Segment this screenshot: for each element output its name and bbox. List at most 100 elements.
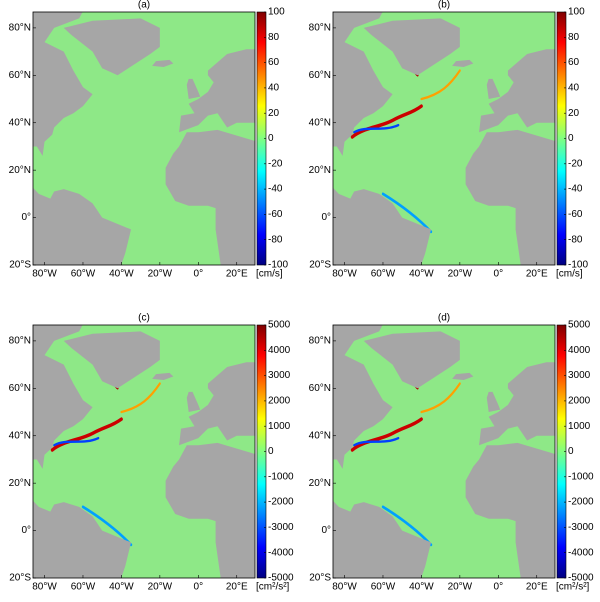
panel-label: (d) (438, 313, 450, 324)
lat-label: 20°S (9, 260, 31, 271)
colorbar-label: 0 (268, 133, 274, 144)
lon-label: 80°W (332, 269, 357, 280)
colorbar-label: -80 (268, 234, 283, 245)
colorbar-label: 3000 (268, 370, 291, 381)
panel-label: (b) (438, 0, 450, 11)
lat-label: 20°N (9, 165, 31, 176)
colorbar-label: -20 (568, 158, 583, 169)
colorbar-label: -60 (268, 209, 283, 220)
lon-label: 40°W (109, 582, 134, 593)
colorbar-label: -2000 (268, 497, 294, 508)
colorbar-label: 1000 (568, 421, 591, 432)
lat-label: 20°N (309, 165, 331, 176)
map-frame (332, 324, 556, 579)
colorbar-label: -1000 (268, 471, 294, 482)
lat-label: 40°N (309, 430, 331, 441)
colorbar-label: -60 (568, 209, 583, 220)
colorbar-label: 5000 (268, 320, 291, 331)
colorbar-label: 60 (568, 57, 580, 68)
lon-label: 80°W (32, 582, 57, 593)
lon-label: 60°W (371, 582, 396, 593)
lat-label: 20°S (9, 573, 31, 584)
lat-label: 80°N (9, 23, 31, 34)
colorbar-label: 2000 (268, 396, 291, 407)
lon-label: 20°W (448, 582, 473, 593)
lon-label: 0° (194, 269, 204, 280)
panel: (b) 80°N 60°N 40°N 20°N 0° 20°S80°W 60°W 40°W 20°… (309, 0, 589, 280)
lat-label: 60°N (9, 70, 31, 81)
colorbar-label: 0 (568, 446, 574, 457)
colorbar-label: 0 (568, 133, 574, 144)
lat-label: 0° (21, 525, 31, 536)
lon-label: 0° (494, 269, 504, 280)
map (33, 325, 255, 578)
colorbar-label: -20 (268, 158, 283, 169)
lat-label: 40°N (309, 117, 331, 128)
lat-label: 80°N (309, 23, 331, 34)
colorbar-label: -80 (568, 234, 583, 245)
colorbar-label: 40 (568, 83, 580, 94)
lat-label: 40°N (9, 430, 31, 441)
lat-label: 20°S (309, 260, 331, 271)
colorbar-label: 1000 (268, 421, 291, 432)
colorbar-label: 3000 (568, 370, 591, 381)
map (33, 12, 255, 265)
colorbar-label: -3000 (568, 522, 594, 533)
colorbar-label: 40 (268, 83, 280, 94)
lon-label: 60°W (71, 582, 96, 593)
lon-label: 20°E (226, 582, 248, 593)
lon-label: 20°E (526, 582, 548, 593)
lon-label: 0° (494, 582, 504, 593)
lon-label: 20°W (448, 269, 473, 280)
lat-label: 20°N (9, 478, 31, 489)
colorbar-label: -100 (568, 260, 588, 271)
colorbar-label: -5000 (268, 573, 294, 584)
lat-label: 0° (21, 212, 31, 223)
colorbar-label: 4000 (568, 345, 591, 356)
lat-label: 20°N (309, 478, 331, 489)
lat-label: 80°N (9, 336, 31, 347)
colorbar-label: 80 (568, 32, 580, 43)
colorbar-unit: [cm/s] (556, 269, 583, 280)
colorbar-label: 60 (268, 57, 280, 68)
panel: (a) 80°N 60°N 40°N 20°N 0° 20°S80°W 60°W 40°W 20°… (9, 0, 289, 280)
colorbar-label: 4000 (268, 345, 291, 356)
lon-label: 0° (194, 582, 204, 593)
lon-label: 40°W (109, 269, 134, 280)
map-frame (32, 324, 256, 579)
colorbar-label: -2000 (568, 497, 594, 508)
lon-label: 20°W (148, 269, 173, 280)
colorbar-label: 20 (568, 108, 580, 119)
colorbar-label: 80 (268, 32, 280, 43)
colorbar-unit: [cm/s] (256, 269, 283, 280)
lon-label: 20°E (526, 269, 548, 280)
lon-label: 20°E (226, 269, 248, 280)
lat-label: 0° (321, 525, 331, 536)
lat-label: 60°N (309, 70, 331, 81)
lat-label: 20°S (309, 573, 331, 584)
lon-label: 60°W (371, 269, 396, 280)
colorbar-label: -5000 (568, 573, 594, 584)
colorbar-unit: [cm²/s²] (556, 582, 590, 593)
map (333, 12, 555, 265)
panel: (c) 80°N 60°N 40°N 20°N 0° 20°S80°W 60°W 40°W 20°… (9, 313, 294, 593)
lat-label: 0° (321, 212, 331, 223)
lat-label: 60°N (309, 383, 331, 394)
lon-label: 40°W (409, 582, 434, 593)
lat-label: 80°N (309, 336, 331, 347)
colorbar-label: 20 (268, 108, 280, 119)
colorbar-label: 5000 (568, 320, 591, 331)
lon-label: 60°W (71, 269, 96, 280)
map (333, 325, 555, 578)
lat-label: 40°N (9, 117, 31, 128)
colorbar-label: 100 (268, 7, 285, 18)
colorbar-label: -1000 (568, 471, 594, 482)
panel-label: (c) (138, 313, 150, 324)
lat-label: 60°N (9, 383, 31, 394)
map-frame (32, 11, 256, 266)
panel: (d) 80°N 60°N 40°N 20°N 0° 20°S80°W 60°W 40°W 20°… (309, 313, 594, 593)
map-frame (332, 11, 556, 266)
colorbar-unit: [cm²/s²] (256, 582, 290, 593)
colorbar-label: -100 (268, 260, 288, 271)
